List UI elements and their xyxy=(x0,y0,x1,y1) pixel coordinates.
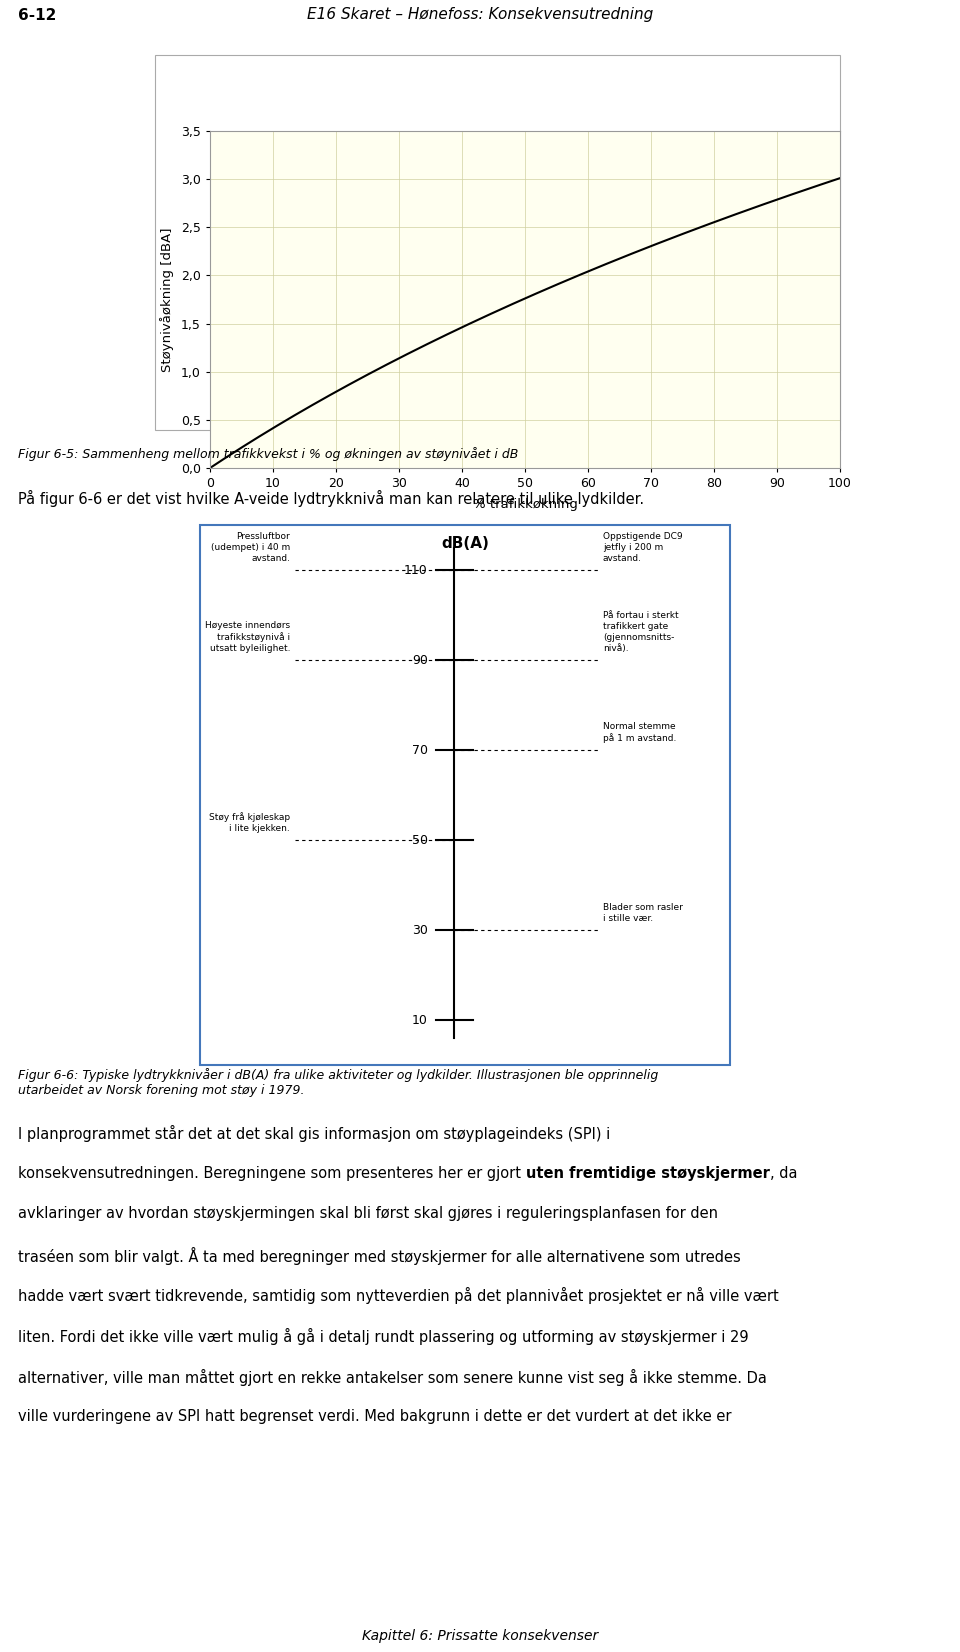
Text: 30: 30 xyxy=(412,923,428,937)
Text: konsekvensutredningen. Beregningene som presenteres her er gjort: konsekvensutredningen. Beregningene som … xyxy=(18,1166,526,1181)
Text: dB(A): dB(A) xyxy=(441,537,489,552)
Text: 70: 70 xyxy=(412,743,428,757)
Text: 6-12: 6-12 xyxy=(18,8,57,23)
Text: traséen som blir valgt. Å ta med beregninger med støyskjermer for alle alternati: traséen som blir valgt. Å ta med beregni… xyxy=(18,1247,741,1265)
Text: , da: , da xyxy=(770,1166,797,1181)
Text: Normal stemme
på 1 m avstand.: Normal stemme på 1 m avstand. xyxy=(603,722,676,743)
Text: Pressluftbor
(udempet) i 40 m
avstand.: Pressluftbor (udempet) i 40 m avstand. xyxy=(211,532,290,563)
Text: 90: 90 xyxy=(412,654,428,666)
Y-axis label: Støynivåøkning [dBA]: Støynivåøkning [dBA] xyxy=(160,228,174,372)
Text: alternativer, ville man måttet gjort en rekke antakelser som senere kunne vist s: alternativer, ville man måttet gjort en … xyxy=(18,1368,767,1386)
Text: 50: 50 xyxy=(412,834,428,846)
Text: hadde vært svært tidkrevende, samtidig som nytteverdien på det plannivået prosje: hadde vært svært tidkrevende, samtidig s… xyxy=(18,1287,779,1305)
Text: 110: 110 xyxy=(404,563,428,577)
Text: avklaringer av hvordan støyskjermingen skal bli først skal gjøres i reguleringsp: avklaringer av hvordan støyskjermingen s… xyxy=(18,1206,718,1221)
Text: uten fremtidige støyskjermer: uten fremtidige støyskjermer xyxy=(526,1166,770,1181)
Text: Figur 6-5: Sammenheng mellom trafikkvekst i % og økningen av støynivået i dB: Figur 6-5: Sammenheng mellom trafikkveks… xyxy=(18,448,518,461)
Text: I planprogrammet står det at det skal gis informasjon om støyplageindeks (SPI) i: I planprogrammet står det at det skal gi… xyxy=(18,1125,611,1142)
Text: utarbeidet av Norsk forening mot støy i 1979.: utarbeidet av Norsk forening mot støy i … xyxy=(18,1084,304,1097)
Text: Kapittel 6: Prissatte konsekvenser: Kapittel 6: Prissatte konsekvenser xyxy=(362,1629,598,1644)
Text: Støy frå kjøleskap
i lite kjekken.: Støy frå kjøleskap i lite kjekken. xyxy=(209,813,290,833)
Text: Blader som rasler
i stille vær.: Blader som rasler i stille vær. xyxy=(603,904,683,923)
X-axis label: % trafikkøkning: % trafikkøkning xyxy=(472,499,577,512)
Text: Høyeste innendørs
trafikkstøynivå i
utsatt byleilighet.: Høyeste innendørs trafikkstøynivå i utsa… xyxy=(205,621,290,653)
Text: Figur 6-6: Typiske lydtrykknivåer i dB(A) fra ulike aktiviteter og lydkilder. Il: Figur 6-6: Typiske lydtrykknivåer i dB(A… xyxy=(18,1067,659,1082)
Text: På figur 6-6 er det vist hvilke A-veide lydtrykknivå man kan relatere til ulike : På figur 6-6 er det vist hvilke A-veide … xyxy=(18,489,644,507)
Text: E16 Skaret – Hønefoss: Konsekvensutredning: E16 Skaret – Hønefoss: Konsekvensutredni… xyxy=(307,8,653,23)
Text: ville vurderingene av SPI hatt begrenset verdi. Med bakgrunn i dette er det vurd: ville vurderingene av SPI hatt begrenset… xyxy=(18,1409,732,1424)
Text: På fortau i sterkt
trafikkert gate
(gjennomsnitts-
nivå).: På fortau i sterkt trafikkert gate (gjen… xyxy=(603,611,679,653)
Text: liten. Fordi det ikke ville vært mulig å gå i detalj rundt plassering og utformi: liten. Fordi det ikke ville vært mulig å… xyxy=(18,1328,749,1345)
Text: Oppstigende DC9
jetfly i 200 m
avstand.: Oppstigende DC9 jetfly i 200 m avstand. xyxy=(603,532,683,563)
Text: 10: 10 xyxy=(412,1013,428,1026)
